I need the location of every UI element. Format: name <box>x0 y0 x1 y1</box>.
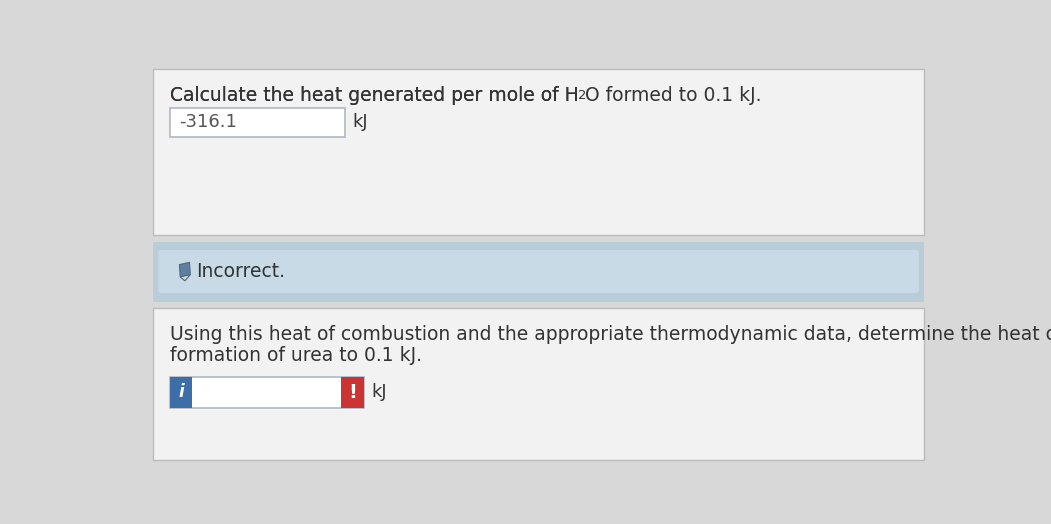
Text: Using this heat of combustion and the appropriate thermodynamic data, determine : Using this heat of combustion and the ap… <box>170 325 1051 344</box>
Text: kJ: kJ <box>372 384 387 401</box>
Text: !: ! <box>348 383 356 402</box>
Text: formation of urea to 0.1 kJ.: formation of urea to 0.1 kJ. <box>170 346 423 365</box>
FancyBboxPatch shape <box>153 69 924 235</box>
Polygon shape <box>180 275 190 281</box>
Text: kJ: kJ <box>352 113 368 131</box>
Text: 2: 2 <box>578 89 586 102</box>
FancyBboxPatch shape <box>341 377 364 408</box>
FancyBboxPatch shape <box>159 250 919 293</box>
Polygon shape <box>180 263 190 277</box>
Text: -316.1: -316.1 <box>180 113 238 131</box>
FancyBboxPatch shape <box>153 308 924 460</box>
Text: Incorrect.: Incorrect. <box>197 262 286 281</box>
FancyBboxPatch shape <box>170 377 364 408</box>
Text: Calculate the heat generated per mole of H: Calculate the heat generated per mole of… <box>170 86 579 105</box>
FancyBboxPatch shape <box>153 242 924 302</box>
FancyBboxPatch shape <box>170 107 345 137</box>
Text: i: i <box>178 384 184 401</box>
Text: O formed to 0.1 kJ.: O formed to 0.1 kJ. <box>584 86 761 105</box>
FancyBboxPatch shape <box>170 377 192 408</box>
Text: Calculate the heat generated per mole of H: Calculate the heat generated per mole of… <box>170 86 579 105</box>
